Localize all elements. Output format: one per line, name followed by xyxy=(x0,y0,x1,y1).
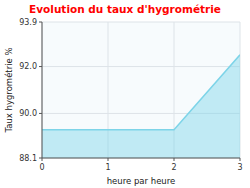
x-tick-label: 2 xyxy=(171,163,176,172)
y-tick xyxy=(39,66,42,67)
area-line xyxy=(42,55,240,130)
y-tick-label: 90.0 xyxy=(19,109,37,118)
y-tick-label: 93.9 xyxy=(19,18,37,27)
area xyxy=(42,55,240,158)
x-tick xyxy=(174,158,175,161)
x-grid-line xyxy=(42,22,43,158)
y-grid-line xyxy=(42,66,240,67)
plot-background xyxy=(42,22,240,158)
x-tick xyxy=(240,158,241,161)
chart-title: Evolution du taux d'hygrométrie xyxy=(29,3,221,15)
axes: 88.1 90.0 92.0 93.9 0 1 2 3 xyxy=(19,18,242,173)
x-tick-label: 0 xyxy=(39,163,44,172)
x-tick-label: 1 xyxy=(105,163,110,172)
y-tick xyxy=(39,113,42,114)
x-axis-label: heure par heure xyxy=(107,176,176,186)
x-tick-label: 3 xyxy=(237,163,242,172)
grid xyxy=(42,22,240,158)
y-axis-line xyxy=(42,22,43,158)
y-grid-line xyxy=(42,158,240,159)
data-group xyxy=(42,55,240,158)
y-tick-label: 88.1 xyxy=(19,154,37,163)
y-axis-label: Taux hygrométrie % xyxy=(4,47,14,133)
y-grid-line xyxy=(42,22,240,23)
chart-container: 88.1 90.0 92.0 93.9 0 1 2 3 heure par heure Taux … xyxy=(0,0,250,188)
x-tick xyxy=(108,158,109,161)
chart-svg: 88.1 90.0 92.0 93.9 0 1 2 3 heure par heure Taux … xyxy=(0,0,250,188)
x-axis-line xyxy=(42,158,240,159)
x-tick xyxy=(42,158,43,161)
y-tick xyxy=(39,22,42,23)
y-tick-label: 92.0 xyxy=(19,62,37,71)
